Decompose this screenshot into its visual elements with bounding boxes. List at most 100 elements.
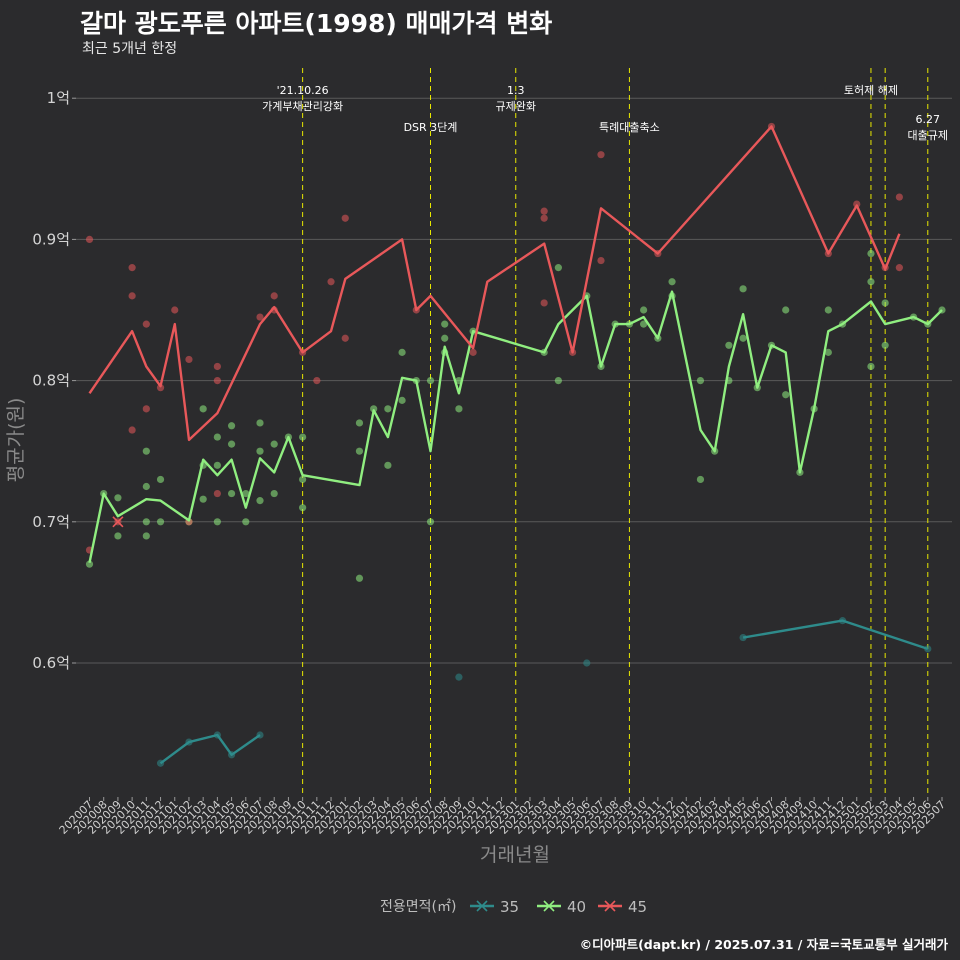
data-point-40 — [441, 334, 449, 342]
data-point-40 — [213, 461, 221, 469]
data-point-40 — [114, 532, 122, 540]
data-point-45 — [469, 348, 477, 356]
data-point-45 — [213, 362, 221, 371]
legend-item-35: 35 — [470, 898, 519, 916]
y-tick-label: 0.9억 — [32, 230, 70, 248]
data-point-45 — [540, 299, 548, 307]
y-tick-label: 1억 — [47, 89, 70, 107]
chart-subtitle: 최근 5개년 한정 — [82, 41, 178, 57]
data-point-40 — [370, 405, 378, 413]
data-point-40 — [242, 489, 250, 498]
policy-annotation-text: 가계부채관리강화 — [262, 100, 343, 113]
legend-item-45: 45 — [598, 898, 647, 916]
data-point-40 — [782, 306, 790, 314]
data-point-45 — [895, 193, 903, 201]
data-point-40 — [256, 419, 264, 427]
data-point-45 — [156, 384, 165, 392]
data-point-40 — [881, 299, 889, 307]
legend-key-x — [543, 900, 555, 912]
data-point-35 — [739, 633, 747, 642]
policy-annotation-text: 특례대출축소 — [599, 121, 660, 134]
data-point-45 — [142, 320, 150, 328]
series-line-35 — [159, 619, 929, 765]
gridlines — [76, 97, 952, 664]
scatter-points — [85, 122, 946, 767]
data-point-40 — [114, 494, 122, 502]
legend-label: 40 — [567, 898, 586, 916]
data-point-45 — [128, 264, 136, 272]
data-point-40 — [256, 497, 264, 505]
legend: 전용면적(㎡) 35 40 45 — [380, 898, 647, 916]
data-point-40 — [554, 264, 562, 272]
data-point-45 — [142, 405, 150, 413]
data-point-45 — [128, 292, 136, 300]
legend-label: 45 — [628, 898, 647, 916]
data-point-40 — [441, 320, 449, 328]
data-point-40 — [355, 574, 364, 582]
data-point-40 — [455, 405, 463, 413]
data-point-40 — [668, 278, 676, 286]
chart-title: 갈마 광도푸른 아파트(1998) 매매가격 변화 — [80, 9, 553, 38]
data-point-40 — [384, 405, 392, 413]
policy-annotation-text: 6.27 — [916, 113, 941, 126]
series-line-45 — [88, 125, 901, 442]
policy-lines — [302, 68, 929, 795]
data-point-40 — [156, 475, 165, 484]
data-point-40 — [142, 447, 150, 455]
policy-annotation-text: 규제완화 — [496, 100, 536, 113]
data-point-45 — [128, 426, 136, 434]
data-point-40 — [554, 377, 562, 385]
data-point-40 — [199, 495, 207, 503]
data-point-40 — [355, 447, 364, 455]
data-point-40 — [299, 475, 307, 484]
legend-key-x — [476, 900, 488, 912]
data-point-40 — [426, 518, 435, 526]
data-point-35 — [583, 659, 591, 667]
data-point-40 — [824, 348, 832, 356]
data-point-45 — [270, 292, 278, 300]
data-point-40 — [426, 377, 435, 385]
y-axis: 0.6억 0.7억 0.8억 0.9억 1억 — [32, 89, 76, 672]
policy-annotation-text: 1.3 — [507, 84, 525, 97]
data-point-40 — [739, 285, 747, 293]
data-point-40 — [227, 489, 236, 498]
x-marker-stroke — [112, 516, 124, 528]
data-point-40 — [640, 320, 648, 328]
data-point-40 — [867, 249, 875, 258]
source-caption: ©디아파트(dapt.kr) / 2025.07.31 / 자료=국토교통부 실… — [579, 937, 948, 952]
data-point-45 — [597, 151, 605, 159]
data-point-40 — [85, 560, 94, 568]
y-tick-label: 0.6억 — [32, 654, 70, 672]
data-point-45 — [341, 334, 349, 342]
data-point-45 — [341, 214, 349, 222]
legend-item-40: 40 — [537, 898, 586, 916]
policy-annotation-text: DSR 3단계 — [404, 121, 458, 134]
data-point-45 — [327, 278, 335, 286]
data-point-40 — [398, 348, 406, 356]
data-point-45 — [313, 377, 321, 385]
data-point-45 — [540, 214, 548, 222]
data-point-45 — [213, 377, 221, 385]
data-point-40 — [355, 419, 364, 427]
data-point-45 — [85, 235, 94, 243]
data-point-40 — [199, 405, 207, 413]
series-lines — [88, 125, 943, 765]
data-point-45 — [540, 207, 548, 215]
data-point-40 — [142, 482, 150, 491]
data-point-45 — [895, 264, 903, 272]
x-marker-45 — [112, 516, 124, 528]
policy-annotation-text: '21.10.26 — [277, 84, 329, 97]
data-point-45 — [853, 200, 861, 208]
data-point-40 — [867, 362, 875, 371]
data-point-40 — [227, 422, 236, 430]
policy-annotation-text: 토허제 해제 — [844, 83, 898, 97]
data-point-45 — [171, 306, 179, 314]
data-point-40 — [824, 306, 832, 314]
data-point-40 — [142, 518, 150, 526]
data-point-40 — [696, 475, 705, 484]
y-tick-label: 0.8억 — [32, 372, 70, 390]
series-line-40 — [88, 290, 943, 563]
data-point-40 — [142, 532, 150, 540]
